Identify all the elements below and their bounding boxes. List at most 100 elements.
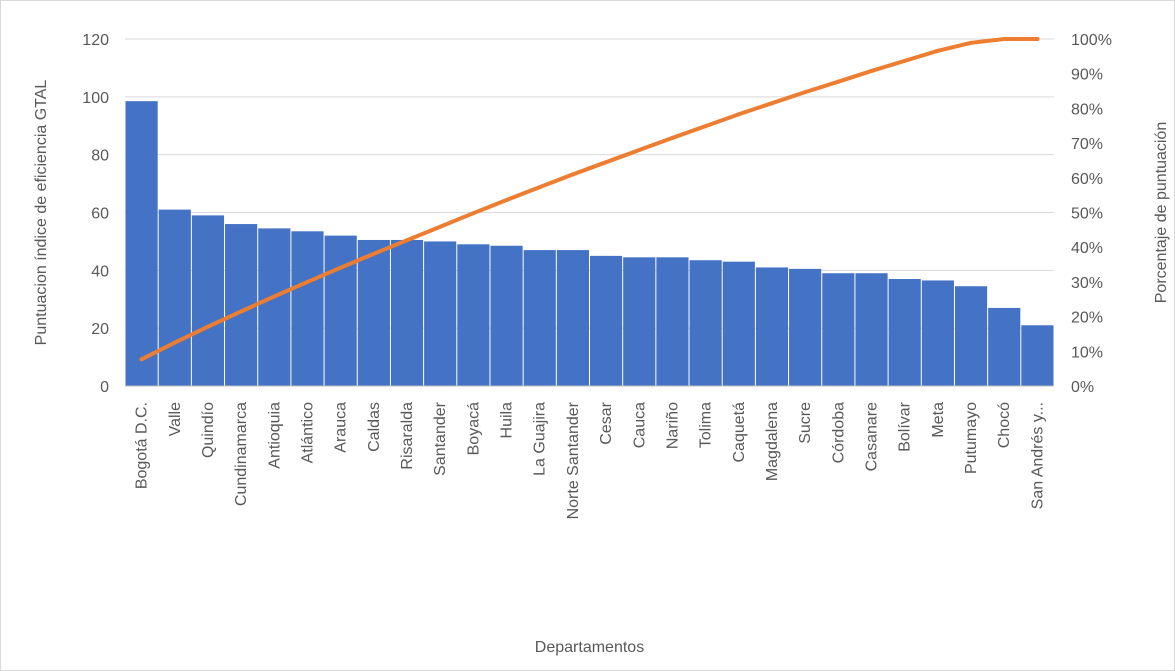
bar: [722, 261, 755, 386]
y-tick-label: 0: [100, 379, 109, 396]
x-tick-label: Santander: [432, 401, 449, 476]
y-tick-label: 100: [82, 90, 109, 107]
bar: [921, 280, 954, 386]
bar: [324, 235, 357, 386]
line-point: [703, 124, 708, 129]
bar: [1021, 325, 1054, 386]
line-point: [836, 79, 841, 84]
x-tick-label: Putumayo: [963, 402, 980, 474]
x-tick-label: Meta: [930, 402, 947, 438]
bar: [623, 257, 656, 386]
line-point: [438, 224, 443, 229]
bar-series: [125, 101, 1054, 386]
bar: [590, 255, 623, 386]
bar: [789, 268, 822, 386]
line-point: [405, 238, 410, 243]
x-tick-label: Nariño: [664, 402, 681, 449]
y2-tick-label: 40%: [1071, 240, 1103, 257]
x-tick-label: San Andrés y...: [1029, 402, 1046, 509]
bar: [556, 250, 589, 386]
line-point: [272, 294, 277, 299]
y2-tick-label: 10%: [1071, 344, 1103, 361]
x-tick-label: Bolívar: [897, 401, 914, 451]
line-point: [504, 198, 509, 203]
line-point: [371, 251, 376, 256]
x-tick-label: Risaralda: [399, 402, 416, 470]
y2-axis-title: Porcentaje de puntuación: [1153, 122, 1170, 303]
bar: [988, 307, 1021, 386]
y-axis-primary-ticks: 0 20 40 60 80 100 120: [82, 32, 109, 396]
y-tick-label: 120: [82, 32, 109, 49]
bar: [457, 244, 490, 386]
x-tick-label: Cauca: [631, 402, 648, 448]
y2-tick-label: 50%: [1071, 206, 1103, 223]
y-axis-secondary-ticks: 0% 10% 20% 30% 40% 50% 60% 70% 80% 90% 100%: [1071, 32, 1112, 396]
bar: [357, 239, 390, 386]
line-point: [869, 68, 874, 73]
y2-tick-label: 90%: [1071, 67, 1103, 84]
y-axis-title: Puntuacion índice de eficiencia GTAL: [33, 80, 50, 346]
bar: [523, 250, 556, 386]
x-tick-label: Sucre: [797, 402, 814, 444]
x-tick-label: Magdalena: [764, 402, 781, 481]
line-point: [172, 340, 177, 345]
y-tick-label: 60: [91, 206, 109, 223]
line-point: [205, 324, 210, 329]
bar: [191, 215, 225, 386]
line-point: [969, 40, 974, 45]
x-tick-label: Caldas: [366, 402, 383, 452]
bar: [490, 245, 523, 386]
x-tick-label: Cesar: [598, 401, 615, 444]
y2-tick-label: 70%: [1071, 136, 1103, 153]
line-point: [637, 148, 642, 153]
y2-tick-label: 60%: [1071, 171, 1103, 188]
x-tick-label: La Guajira: [532, 402, 549, 476]
x-tick-label: Tolima: [698, 402, 715, 448]
bar: [822, 273, 855, 386]
x-axis-title: Departamentos: [535, 639, 644, 656]
x-tick-label: Norte Santander: [565, 401, 582, 519]
line-point: [935, 48, 940, 53]
line-point: [769, 101, 774, 106]
bar: [424, 241, 457, 386]
bar: [689, 260, 722, 386]
bar: [158, 209, 191, 386]
line-point: [902, 58, 907, 63]
y2-tick-label: 20%: [1071, 310, 1103, 327]
bar: [954, 286, 988, 386]
x-tick-label: Atlántico: [299, 402, 316, 463]
x-tick-label: Valle: [167, 402, 184, 436]
line-point: [537, 185, 542, 190]
x-tick-label: Cundinamarca: [233, 402, 250, 506]
line-point: [570, 172, 575, 177]
x-tick-label: Arauca: [333, 402, 350, 453]
line-point: [670, 135, 675, 140]
x-tick-label: Casanare: [864, 402, 881, 471]
line-point: [1035, 37, 1040, 41]
cumulative-line-series: [139, 37, 1040, 362]
y-tick-label: 40: [91, 263, 109, 280]
y2-tick-label: 0%: [1071, 379, 1094, 396]
line-point: [471, 211, 476, 216]
bar: [390, 239, 424, 386]
bar: [656, 257, 689, 386]
bar: [125, 101, 158, 386]
line-point: [239, 309, 244, 314]
bar: [888, 279, 921, 386]
line-point: [338, 265, 343, 270]
line-point: [139, 357, 144, 362]
line-point: [803, 90, 808, 95]
x-tick-label: Antioquia: [266, 402, 283, 469]
x-axis-ticks: Bogotá D.C. Valle Quindío Cundinamarca Antio…: [134, 401, 1047, 519]
cumulative-line: [139, 37, 1040, 362]
y2-tick-label: 100%: [1071, 32, 1112, 49]
y-tick-label: 80: [91, 148, 109, 165]
y2-tick-label: 80%: [1071, 101, 1103, 118]
x-tick-label: Quindío: [200, 402, 217, 458]
line-point: [736, 112, 741, 117]
x-tick-label: Boyacá: [465, 402, 482, 455]
bar: [755, 267, 789, 386]
bar: [258, 228, 291, 386]
